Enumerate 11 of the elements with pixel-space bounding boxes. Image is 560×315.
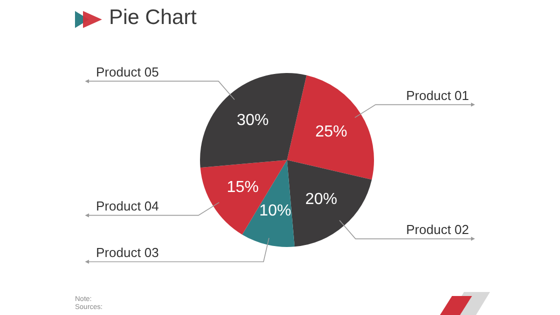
slice-label: Product 02 (406, 222, 469, 237)
data-label: 15% (226, 179, 259, 196)
slice-label: Product 01 (406, 88, 469, 103)
data-label: 30% (236, 112, 269, 130)
slice-label: Product 05 (96, 64, 159, 80)
slice-label: Product 04 (96, 198, 159, 214)
data-label: 25% (315, 124, 348, 141)
chart-title: Pie Chart (109, 6, 197, 30)
data-label: 10% (259, 202, 292, 220)
slice-label: Product 03 (96, 244, 159, 260)
data-label: 20% (305, 190, 338, 208)
